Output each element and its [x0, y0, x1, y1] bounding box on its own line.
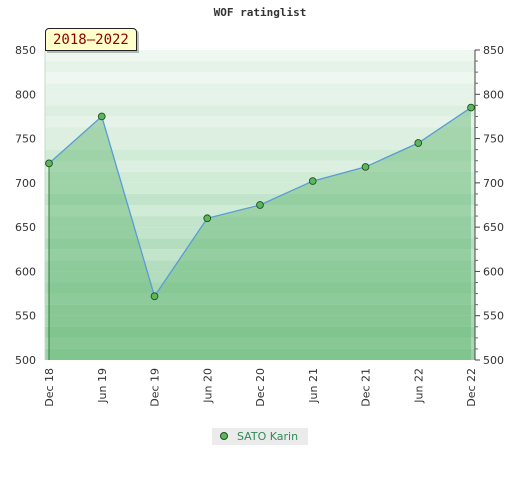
y-axis-right-ticks: 500 550 600 650 700 750 800 850	[475, 44, 504, 367]
x-tick-label: Dec 21	[360, 368, 373, 407]
y-tick-label-right: 850	[483, 44, 504, 57]
band	[45, 61, 475, 73]
band	[45, 304, 475, 316]
y-tick-label-left: 500	[15, 354, 36, 367]
band	[45, 116, 475, 128]
band	[45, 238, 475, 250]
y-tick-label-right: 700	[483, 177, 504, 190]
band	[45, 282, 475, 294]
y-tick-label-left: 700	[15, 177, 36, 190]
x-axis-ticks: Dec 18 Jun 19 Dec 19 Jun 20 Dec 20 Jun 21 Dec …	[43, 368, 478, 407]
data-point	[203, 214, 212, 223]
band	[45, 149, 475, 161]
band	[45, 315, 475, 327]
band	[45, 94, 475, 106]
y-axis-left-ticks: 500 550 600 650 700 750 800 850	[15, 44, 36, 367]
y-tick-label-left: 600	[15, 265, 36, 278]
y-tick-label-left: 650	[15, 221, 36, 234]
band	[45, 182, 475, 194]
data-point	[467, 103, 475, 112]
data-point	[414, 139, 423, 147]
band	[45, 216, 475, 228]
band	[45, 105, 475, 117]
band	[45, 249, 475, 261]
band	[45, 193, 475, 205]
band	[45, 293, 475, 305]
band	[45, 337, 475, 349]
data-point	[97, 112, 106, 121]
chart-title: WOF ratinglist	[213, 6, 307, 19]
data-point	[256, 201, 264, 209]
y-tick-label-right: 650	[483, 221, 504, 234]
background-bands	[45, 50, 475, 360]
band	[45, 83, 475, 95]
band	[45, 260, 475, 272]
y-tick-label-left: 800	[15, 88, 36, 101]
band	[45, 348, 475, 360]
period-badge: 2018–2022	[45, 28, 137, 51]
band	[45, 271, 475, 283]
band	[45, 227, 475, 239]
y-tick-label-left: 750	[15, 133, 36, 146]
x-tick-label: Dec 20	[254, 368, 267, 407]
band	[45, 50, 475, 62]
legend-label: SATO Karin	[237, 430, 299, 443]
x-tick-label: Dec 19	[149, 368, 162, 407]
y-tick-label-left: 550	[15, 310, 36, 323]
data-point	[150, 292, 159, 301]
y-tick-label-right: 750	[483, 133, 504, 146]
data-point	[45, 159, 53, 168]
legend[interactable]: SATO Karin	[212, 428, 308, 445]
y-tick-label-right: 500	[483, 354, 504, 367]
band	[45, 160, 475, 172]
band	[45, 171, 475, 183]
data-point	[308, 177, 317, 185]
band	[45, 326, 475, 338]
y-tick-label-left: 850	[15, 44, 36, 57]
x-tick-label: Dec 18	[43, 368, 56, 407]
band	[45, 205, 475, 217]
band	[45, 72, 475, 84]
x-tick-label: Jun 20	[201, 368, 214, 404]
legend-marker-icon	[220, 432, 228, 440]
data-point	[361, 163, 370, 171]
x-tick-label: Jun 19	[96, 368, 109, 404]
y-tick-label-right: 550	[483, 310, 504, 323]
band	[45, 138, 475, 150]
x-tick-label: Jun 21	[307, 368, 320, 404]
x-tick-label: Dec 22	[465, 368, 478, 407]
y-tick-label-right: 800	[483, 88, 504, 101]
x-tick-label: Jun 22	[412, 368, 425, 404]
series-points	[45, 103, 475, 301]
band	[45, 127, 475, 139]
y-tick-label-right: 600	[483, 265, 504, 278]
